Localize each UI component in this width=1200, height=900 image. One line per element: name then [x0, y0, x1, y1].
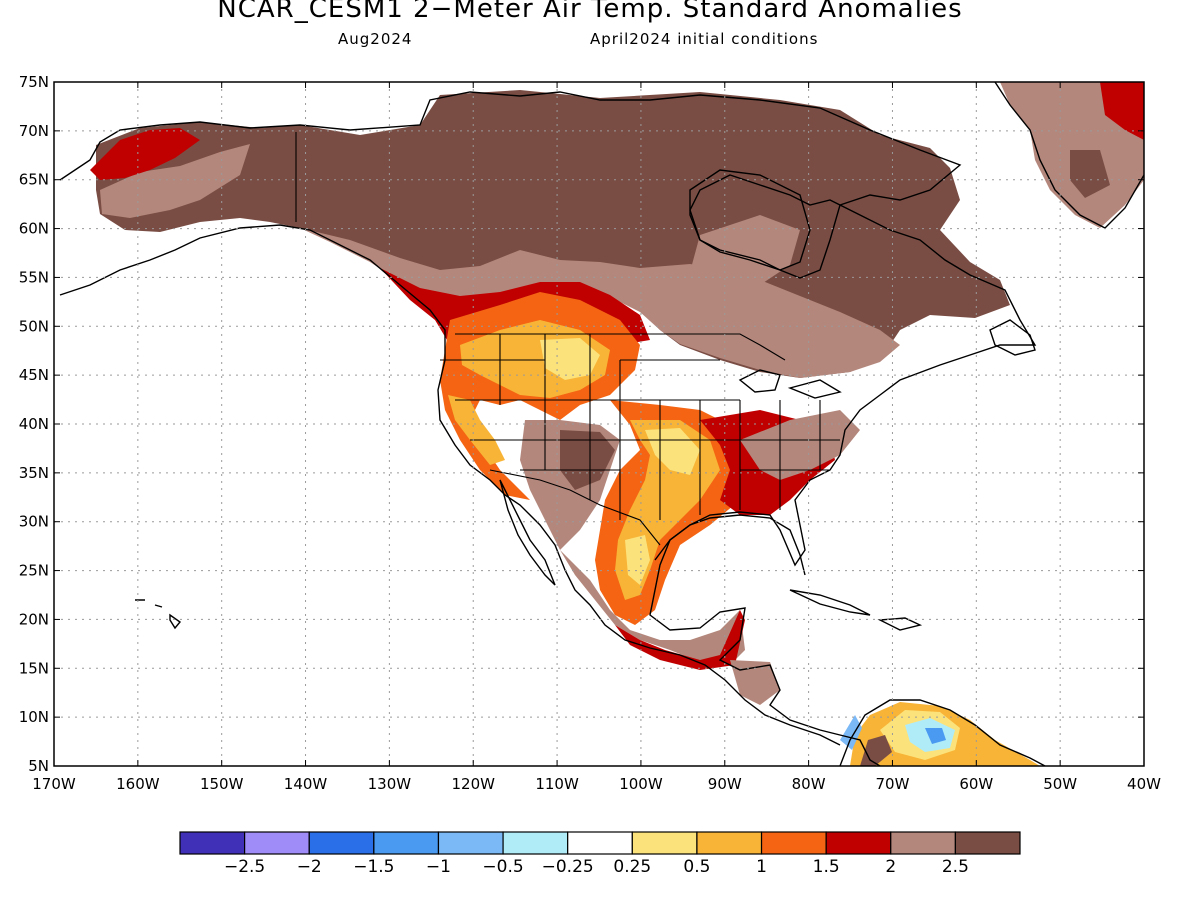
anomaly-region-darkbrown [560, 430, 615, 490]
coastline-hudson-bay [689, 169, 811, 271]
colorbar-swatch [567, 831, 633, 855]
lon-label: 80W [792, 775, 826, 793]
colorbar-swatch [373, 831, 440, 855]
lon-label: 70W [876, 775, 910, 793]
anomaly-region-band [690, 215, 800, 290]
anomaly-region-greenland-dark [1070, 150, 1110, 198]
colorbar-label: 0.5 [683, 857, 710, 877]
lat-label: 15N [19, 659, 49, 677]
lon-label: 170W [32, 775, 76, 793]
colorbar-label: 2 [885, 857, 896, 877]
anomaly-region-red [90, 128, 200, 180]
colorbar-swatch [308, 831, 375, 855]
colorbar-swatch [631, 831, 698, 855]
lat-label: 30N [19, 513, 49, 531]
lon-label: 160W [116, 775, 160, 793]
colorbar-swatch [179, 831, 246, 855]
lat-label: 35N [19, 464, 49, 482]
lat-label: 55N [19, 268, 49, 286]
anomaly-region-band [100, 144, 250, 218]
lon-label: 150W [200, 775, 244, 793]
anomaly-region-lightorange [448, 395, 505, 465]
valid-month-label: Aug2024 [338, 30, 413, 48]
anomaly-region-yellow [540, 338, 600, 380]
lon-label: 120W [451, 775, 495, 793]
colorbar-label: −1 [426, 857, 451, 877]
colorbar-label: 0.25 [613, 857, 651, 877]
coastline-greenland [994, 82, 1144, 229]
border-us-mexico [489, 469, 661, 546]
longitude-axis: 170W 160W 150W 140W 130W 120W 110W 100W 90W 80W 70… [32, 775, 1161, 793]
colorbar-swatch [502, 831, 569, 855]
coastlines [59, 82, 1144, 766]
anomaly-fields [90, 82, 1144, 766]
lat-label: 75N [19, 73, 49, 91]
colorbar-swatch [760, 831, 827, 855]
colorbar-label: −2 [297, 857, 322, 877]
colorbar-label: −1.5 [353, 857, 394, 877]
lat-label: 20N [19, 610, 49, 628]
anomaly-region-band [300, 228, 900, 378]
colorbar-label: 2.5 [942, 857, 969, 877]
lon-label: 100W [619, 775, 663, 793]
colorbar [179, 831, 1021, 855]
colorbar-swatch [437, 831, 504, 855]
anomaly-region-samerica-dark [860, 735, 892, 766]
colorbar-swatch [696, 831, 763, 855]
lat-label: 5N [28, 757, 49, 775]
lon-label: 130W [368, 775, 412, 793]
lat-label: 70N [19, 122, 49, 140]
coastline-great-lakes [738, 369, 842, 399]
state-grid [440, 334, 840, 520]
colorbar-swatch [890, 831, 956, 855]
colorbar-label: −2.5 [224, 857, 265, 877]
coastline-gulf-coast [654, 514, 806, 576]
lat-label: 10N [19, 708, 49, 726]
init-conditions-label: April2024 initial conditions [590, 30, 819, 48]
lon-label: 50W [1043, 775, 1077, 793]
coastline-hawaii [135, 599, 182, 630]
lat-label: 25N [19, 562, 49, 580]
border-us-canada [455, 333, 786, 361]
lat-label: 40N [19, 415, 49, 433]
colorbar-swatch [825, 831, 892, 855]
lon-label: 60W [959, 775, 993, 793]
coastline-pacific [59, 224, 841, 746]
state-borders [295, 132, 840, 546]
lon-label: 90W [708, 775, 742, 793]
map-title: NCAR_CESM1 2−Meter Air Temp. Standard An… [217, 0, 963, 24]
lon-label: 110W [535, 775, 579, 793]
anomaly-region-brown [730, 660, 780, 705]
lon-label: 140W [284, 775, 328, 793]
colorbar-swatch [954, 831, 1021, 855]
coastline-newfoundland [989, 319, 1036, 356]
latitude-axis: 75N 70N 65N 60N 55N 50N 45N 40N 35N 30N 25N 20N 15N 1… [19, 73, 49, 775]
colorbar-label: 1 [756, 857, 767, 877]
coastline-hispaniola [877, 617, 923, 631]
coastline-south-america [839, 699, 1046, 766]
anomaly-region-greenland-red [1100, 82, 1144, 140]
grid-lines [54, 82, 1144, 766]
anomaly-region-yellow [625, 535, 650, 585]
anomaly-region-brown [740, 410, 860, 480]
axis-ticks [53, 81, 1145, 767]
colorbar-label: −0.5 [482, 857, 523, 877]
coastline-north-america [59, 91, 1037, 766]
coastline-cuba [789, 589, 871, 616]
colorbar-label: −0.25 [542, 857, 594, 877]
lat-label: 45N [19, 366, 49, 384]
anomaly-region-samerica-blue [840, 715, 862, 750]
lat-label: 60N [19, 220, 49, 238]
colorbar-swatch [244, 831, 310, 855]
lat-label: 50N [19, 317, 49, 335]
anomaly-region-samerica-blue [925, 728, 946, 744]
lon-label: 40W [1127, 775, 1161, 793]
colorbar-label: 1.5 [813, 857, 840, 877]
coastline-baja [499, 479, 556, 586]
colorbar-labels: −2.5 −2 −1.5 −1 −0.5 −0.25 0.25 0.5 1 1.5 2 2.5 [224, 857, 969, 877]
lat-label: 65N [19, 171, 49, 189]
